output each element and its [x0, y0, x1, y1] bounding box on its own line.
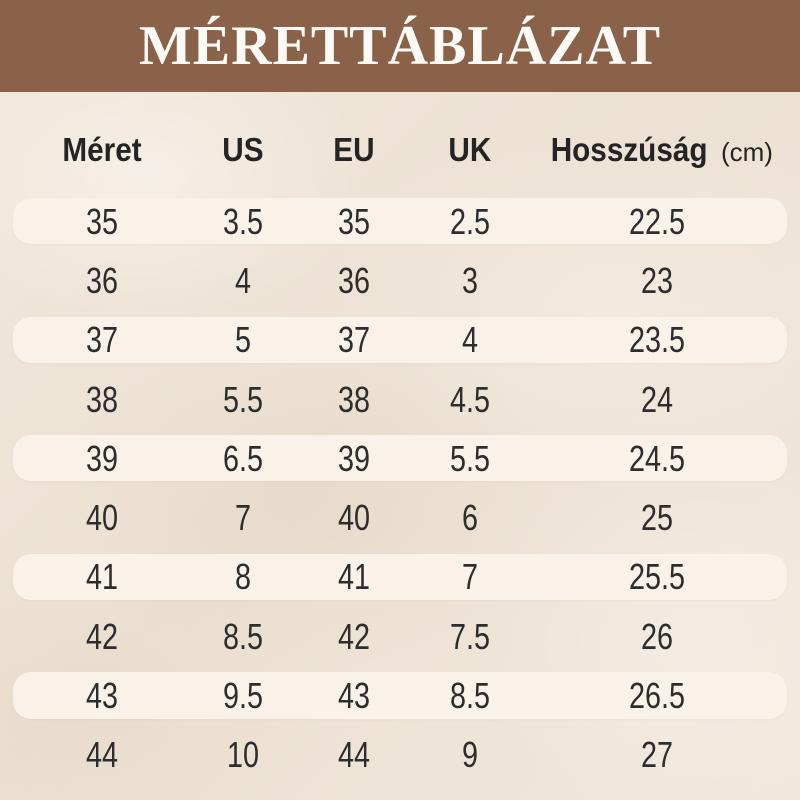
cell-us: 9.5	[223, 675, 264, 717]
cell-length: 24	[641, 378, 674, 420]
cell-length: 23.5	[629, 319, 686, 361]
cell-length: 27	[641, 734, 674, 776]
cell-size: 41	[85, 556, 119, 598]
column-header-size: Méret	[13, 131, 191, 169]
cell-us: 8.5	[223, 615, 264, 657]
table-row: 40 7 40 6 25	[13, 488, 787, 547]
title-banner: MÉRETTÁBLÁZAT	[0, 0, 800, 92]
cell-eu: 38	[337, 378, 370, 420]
cell-size: 38	[85, 378, 119, 420]
cell-size: 40	[85, 497, 119, 539]
table-body: 35 3.5 35 2.5 22.5 36 4 36 3 23 37 5 37 4 23.5 38 5.5 38 4…	[13, 192, 787, 785]
cell-uk: 2.5	[449, 200, 490, 242]
page-title: MÉRETTÁBLÁZAT	[138, 15, 662, 77]
cell-uk: 7.5	[449, 615, 490, 657]
cell-us: 10	[227, 734, 260, 776]
column-header-us: US	[191, 131, 295, 169]
cell-uk: 4.5	[449, 378, 490, 420]
cell-size: 39	[85, 437, 119, 479]
cell-eu: 39	[337, 437, 370, 479]
table-row: 36 4 36 3 23	[13, 251, 787, 310]
cell-uk: 7	[461, 556, 478, 598]
cell-length: 24.5	[629, 437, 686, 479]
cell-uk: 3	[461, 259, 478, 301]
table-header-row: Méret US EU UK Hosszúság (cm)	[13, 92, 787, 172]
table-row: 39 6.5 39 5.5 24.5	[13, 429, 787, 488]
table-row: 37 5 37 4 23.5	[13, 311, 787, 370]
cell-eu: 40	[337, 497, 370, 539]
cell-eu: 44	[337, 734, 370, 776]
cell-length: 26.5	[629, 675, 686, 717]
table-row: 41 8 41 7 25.5	[13, 548, 787, 607]
cell-eu: 36	[337, 259, 370, 301]
cell-uk: 5.5	[449, 437, 490, 479]
cell-length: 25.5	[629, 556, 686, 598]
column-header-size-label: Méret	[62, 131, 142, 168]
column-header-length: Hosszúság (cm)	[528, 131, 787, 169]
cell-us: 5.5	[223, 378, 264, 420]
cell-us: 7	[235, 497, 252, 539]
column-header-length-label: Hosszúság	[550, 131, 708, 168]
cell-size: 43	[85, 675, 119, 717]
cell-eu: 41	[337, 556, 370, 598]
table-row: 42 8.5 42 7.5 26	[13, 607, 787, 666]
cell-eu: 35	[337, 200, 370, 242]
cell-uk: 9	[461, 734, 478, 776]
table-row: 44 10 44 9 27	[13, 726, 787, 785]
cell-size: 42	[85, 615, 119, 657]
column-header-uk-label: UK	[448, 131, 492, 168]
cell-length: 23	[641, 259, 674, 301]
column-header-eu-label: EU	[332, 131, 375, 168]
table-row: 38 5.5 38 4.5 24	[13, 370, 787, 429]
cell-length: 22.5	[629, 200, 686, 242]
cell-uk: 6	[461, 497, 478, 539]
cell-us: 6.5	[223, 437, 264, 479]
cell-uk: 8.5	[449, 675, 490, 717]
cell-us: 8	[235, 556, 252, 598]
cell-eu: 43	[337, 675, 370, 717]
cell-eu: 42	[337, 615, 370, 657]
size-chart: Méret US EU UK Hosszúság (cm) 35 3.5 35 2.5 2…	[0, 92, 800, 800]
cell-us: 4	[235, 259, 252, 301]
cell-size: 37	[85, 319, 119, 361]
cell-us: 5	[235, 319, 252, 361]
table-row: 35 3.5 35 2.5 22.5	[13, 192, 787, 251]
cell-length: 26	[641, 615, 674, 657]
column-header-us-label: US	[222, 131, 264, 168]
cell-size: 44	[85, 734, 119, 776]
cell-length: 25	[641, 497, 674, 539]
column-header-uk: UK	[412, 131, 528, 169]
table-row: 43 9.5 43 8.5 26.5	[13, 666, 787, 725]
cell-uk: 4	[461, 319, 478, 361]
cell-size: 35	[85, 200, 119, 242]
cell-us: 3.5	[223, 200, 264, 242]
cell-eu: 37	[337, 319, 370, 361]
column-header-eu: EU	[296, 131, 412, 169]
cell-size: 36	[85, 259, 119, 301]
column-header-length-unit: (cm)	[720, 137, 773, 167]
